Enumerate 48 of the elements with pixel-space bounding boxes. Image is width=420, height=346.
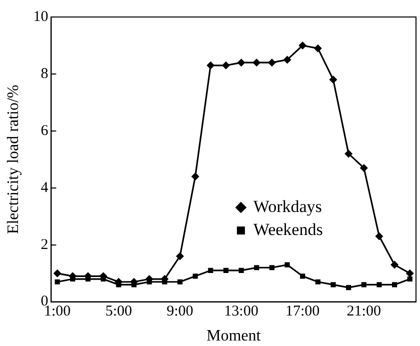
- point: [406, 269, 414, 278]
- point: [252, 58, 261, 67]
- point: [344, 150, 353, 158]
- point: [223, 268, 228, 274]
- x-axis-title: Moment: [206, 328, 262, 345]
- x-tick-label: 13:00: [224, 304, 258, 320]
- point: [407, 276, 412, 282]
- x-tick-label: 5:00: [105, 304, 132, 320]
- y-tick-label: 2: [40, 236, 48, 253]
- point: [346, 285, 352, 290]
- point: [314, 44, 322, 52]
- point: [300, 274, 306, 279]
- point: [269, 265, 274, 270]
- point: [330, 282, 336, 288]
- point: [206, 61, 215, 70]
- point: [329, 76, 338, 84]
- point: [254, 265, 260, 270]
- y-tick-label: 6: [40, 122, 49, 139]
- point: [176, 252, 184, 260]
- point: [53, 269, 62, 278]
- point: [375, 232, 384, 240]
- x-tick-label: 17:00: [285, 304, 320, 320]
- point: [222, 61, 230, 70]
- point: [54, 279, 60, 284]
- y-tick-label: 8: [40, 66, 48, 82]
- x-tick-label: 21:00: [346, 304, 381, 320]
- y-tick-label: 4: [40, 180, 49, 196]
- point: [191, 172, 200, 180]
- point: [268, 58, 276, 67]
- point: [284, 262, 290, 268]
- y-tick-label: 10: [33, 8, 48, 25]
- legend-label: Workdays: [253, 196, 322, 216]
- point: [238, 268, 244, 274]
- point: [360, 164, 368, 172]
- x-tick-label: 9:00: [166, 304, 194, 320]
- point: [390, 260, 399, 269]
- legend-label: Weekends: [253, 220, 323, 239]
- point: [392, 282, 398, 288]
- point: [361, 282, 366, 288]
- point: [283, 56, 292, 64]
- point: [208, 268, 214, 274]
- point: [237, 58, 246, 67]
- y-axis-title: Electricity load ratio/%: [4, 84, 22, 234]
- point: [376, 282, 382, 288]
- point: [192, 274, 198, 279]
- point: [177, 279, 182, 284]
- point: [315, 279, 320, 284]
- point: [298, 41, 307, 50]
